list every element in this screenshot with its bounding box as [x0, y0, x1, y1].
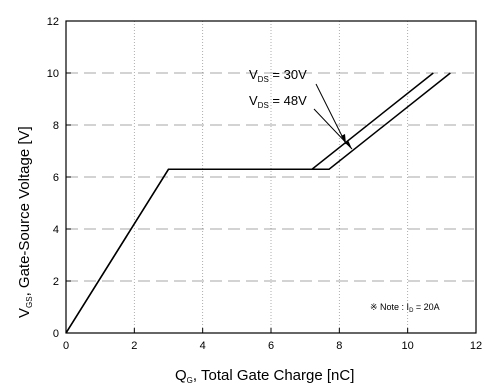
y-tick-label: 4 — [53, 224, 59, 236]
y-tick-label: 0 — [53, 328, 59, 340]
y-tick-label: 10 — [47, 68, 59, 80]
arrow-30v-line — [315, 83, 347, 145]
y-tick-label: 2 — [53, 276, 59, 288]
x-tick-label: 2 — [131, 340, 137, 352]
series-layer — [65, 72, 451, 334]
x-tick-label: 8 — [336, 340, 342, 352]
series-line-vds-30v — [65, 72, 434, 334]
arrow-48v-line — [313, 108, 353, 150]
x-tick-label: 10 — [402, 340, 414, 352]
x-tick-label: 6 — [268, 340, 274, 352]
annotation-vds-30v: VDS = 30V — [249, 67, 307, 84]
x-tick-label: 0 — [63, 340, 69, 352]
x-tick-label: 4 — [200, 340, 206, 352]
series-line-vds-48v — [65, 72, 451, 334]
grid-layer — [66, 21, 476, 333]
y-tick-label: 8 — [53, 120, 59, 132]
y-tick-label: 12 — [47, 16, 59, 28]
note-id-20a: ※ Note : ID = 20A — [370, 302, 440, 314]
plot-frame — [65, 20, 477, 334]
y-axis-label: VGS, Gate-Source Voltage [V] — [16, 126, 34, 318]
annotation-vds-48v: VDS = 48V — [249, 93, 307, 110]
tick-layer: 0 2 4 6 8 10 12 0 2 4 6 8 10 12 — [47, 16, 482, 352]
x-axis-label: QG, Total Gate Charge [nC] — [175, 367, 354, 385]
x-tick-label: 12 — [470, 340, 482, 352]
y-tick-label: 6 — [53, 172, 59, 184]
arrow-48v-head — [345, 140, 352, 149]
